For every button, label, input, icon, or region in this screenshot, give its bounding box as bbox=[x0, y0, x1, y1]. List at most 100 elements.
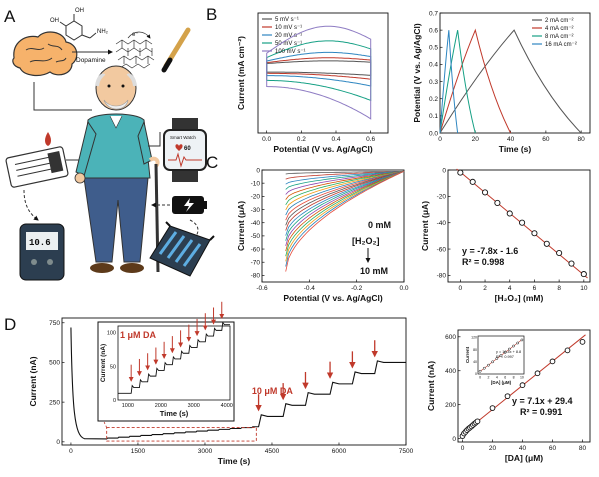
y-tick-label: 0 bbox=[452, 436, 456, 443]
equation-label: y = -7.8x - 1.6 bbox=[462, 246, 518, 256]
inset-y-tick-label: 40 bbox=[473, 360, 477, 364]
data-point-10 bbox=[580, 271, 587, 278]
legend-label-0: 5 mV s⁻¹ bbox=[275, 17, 299, 23]
inset-x-tick-label: 3000 bbox=[188, 403, 200, 409]
y-tick-label: 0.6 bbox=[429, 27, 438, 34]
inset-x-tick-label: 8 bbox=[513, 376, 515, 380]
data-point-14 bbox=[534, 370, 541, 377]
x-tick-label: 80 bbox=[578, 136, 586, 143]
data-point-16 bbox=[564, 347, 571, 354]
smart-watch-icon: Smart Watch 60 bbox=[163, 118, 207, 182]
equation-label: y = 7.1x + 29.4 bbox=[512, 396, 573, 406]
data-point-17 bbox=[579, 339, 586, 345]
x-tick-label: 0.0 bbox=[399, 285, 408, 292]
y-tick-label: 0 bbox=[256, 167, 260, 174]
inset-x-tick-label: 4 bbox=[496, 376, 498, 380]
data-point-12 bbox=[504, 393, 511, 400]
y-tick-label: -40 bbox=[251, 220, 261, 227]
inset-x-tick-label: 10 bbox=[520, 376, 524, 380]
lsv-curve-1 bbox=[285, 170, 405, 180]
panel-label-a: A bbox=[4, 7, 16, 26]
legend-label-2: 20 mV s⁻¹ bbox=[275, 33, 302, 39]
annotation-10um-da: 10 μM DA bbox=[252, 386, 294, 396]
y-tick-label: -40 bbox=[437, 220, 447, 227]
data-point-8 bbox=[556, 249, 563, 257]
glucose-meter-icon: 10.6 bbox=[19, 223, 65, 281]
lsv-curve-3 bbox=[285, 170, 405, 190]
battery-to-array-line bbox=[189, 219, 199, 237]
panel-label-d: D bbox=[4, 315, 16, 334]
inset-y-axis-label: Current (nA) bbox=[100, 344, 107, 382]
inset-y-tick-label: 80 bbox=[473, 348, 477, 352]
gcd-curve-0 bbox=[439, 29, 582, 134]
y-tick-label: -50 bbox=[251, 233, 261, 240]
lsv-curve-17 bbox=[285, 170, 405, 262]
inset-y-tick-label: 0 bbox=[113, 398, 116, 404]
inset-y-tick-label: 120 bbox=[471, 336, 477, 340]
y-tick-label: -80 bbox=[251, 273, 261, 280]
y-axis-label: Current (nA) bbox=[28, 356, 38, 406]
x-tick-label: 20 bbox=[489, 445, 497, 452]
y-tick-label: 750 bbox=[49, 320, 60, 327]
y-tick-label: -30 bbox=[251, 207, 261, 214]
data-point-11 bbox=[489, 405, 496, 411]
plot-frame bbox=[457, 329, 591, 443]
inset-trace bbox=[118, 321, 230, 394]
legend-label-1: 10 mV s⁻¹ bbox=[275, 25, 302, 31]
meter-reading: 10.6 bbox=[29, 238, 51, 248]
x-tick-label: 0.2 bbox=[297, 136, 306, 143]
inset-x-tick-label: 2000 bbox=[155, 403, 167, 409]
lsv-chart: -0.6 -0.4 -0.2 0.0 0 -10 -20 -30 -40 -50 -60 -70 -80… bbox=[236, 167, 409, 303]
panel-label-c: C bbox=[206, 153, 218, 172]
molecule-oh-2: OH bbox=[50, 18, 59, 24]
x-axis-label: Potential (V vs. Ag/AgCl) bbox=[273, 144, 373, 154]
x-tick-label: 6000 bbox=[332, 448, 347, 455]
inset-y-tick-label: 100 bbox=[107, 331, 116, 337]
inset-point-6 bbox=[503, 351, 507, 354]
inset-x-tick-label: 2 bbox=[487, 376, 489, 380]
x-tick-label: 0.4 bbox=[331, 136, 340, 143]
x-tick-label: 0 bbox=[459, 285, 463, 292]
x-axis-label: [H₂O₂] (mM) bbox=[495, 293, 544, 303]
y-axis-label: Current (μA) bbox=[236, 201, 246, 251]
data-point-10 bbox=[474, 418, 481, 425]
amperometry-trace bbox=[70, 327, 406, 440]
inset-r2: R² = 0.997 bbox=[496, 355, 514, 359]
data-point-3 bbox=[494, 199, 501, 206]
x-tick-label: -0.6 bbox=[256, 285, 268, 292]
strip-to-meter-arrow bbox=[23, 189, 39, 221]
lsv-curve-2 bbox=[285, 170, 405, 185]
lsv-curve-15 bbox=[285, 170, 405, 252]
annotation-0mm: 0 mM bbox=[368, 220, 391, 230]
electrode-pen-icon bbox=[161, 27, 191, 73]
y-tick-label: -80 bbox=[437, 273, 447, 280]
lsv-curve-9 bbox=[285, 170, 405, 221]
x-axis-label: Time (s) bbox=[499, 144, 532, 154]
x-tick-label: 60 bbox=[542, 136, 550, 143]
legend-label-1: 4 mA cm⁻² bbox=[545, 26, 574, 32]
x-tick-label: 8 bbox=[557, 285, 561, 292]
y-tick-label: -60 bbox=[251, 246, 261, 253]
data-point-9 bbox=[568, 260, 575, 267]
y-tick-label: 250 bbox=[49, 399, 60, 406]
inset-plot-frame bbox=[117, 325, 231, 401]
x-tick-label: 3000 bbox=[198, 448, 213, 455]
x-tick-label: -0.4 bbox=[304, 285, 316, 292]
inset-point-10 bbox=[520, 338, 524, 342]
x-axis-label: [DA] (μM) bbox=[505, 453, 543, 463]
legend-label-3: 50 mV s⁻¹ bbox=[275, 41, 302, 47]
gcd-chart: 0 20 40 60 80 0.0 0.1 0.2 0.3 0.4 0.5 0.6 0.7 Time (s… bbox=[412, 10, 591, 154]
inset-point-8 bbox=[512, 344, 515, 348]
plot-frame bbox=[261, 169, 405, 283]
y-axis-label: Potential (V vs. Ag/AgCl) bbox=[412, 23, 422, 123]
inset-x-tick-label: 6 bbox=[504, 376, 506, 380]
x-tick-label: 40 bbox=[507, 136, 515, 143]
lsv-curve-13 bbox=[285, 170, 405, 241]
annotation-1um-da: 1 μM DA bbox=[120, 330, 157, 340]
data-point-13 bbox=[519, 382, 526, 389]
watch-label: Smart Watch bbox=[170, 135, 196, 140]
lsv-curve-16 bbox=[285, 170, 405, 257]
